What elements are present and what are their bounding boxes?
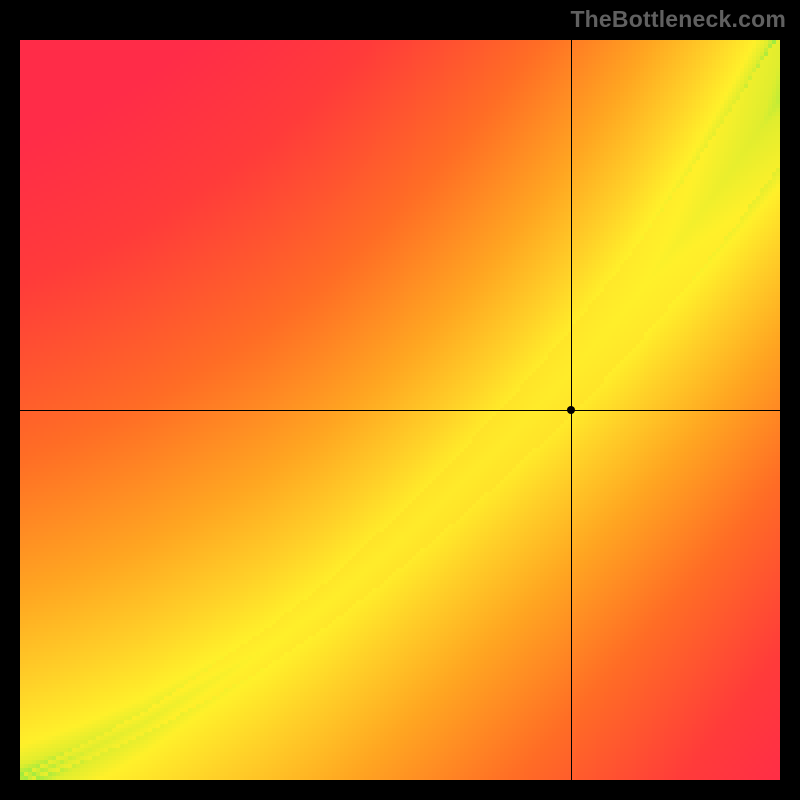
plot-area <box>20 40 780 780</box>
watermark-text: TheBottleneck.com <box>570 6 786 33</box>
crosshair-dot <box>567 406 575 414</box>
chart-root: { "watermark": { "text": "TheBottleneck.… <box>0 0 800 800</box>
crosshair-horizontal <box>20 410 780 411</box>
